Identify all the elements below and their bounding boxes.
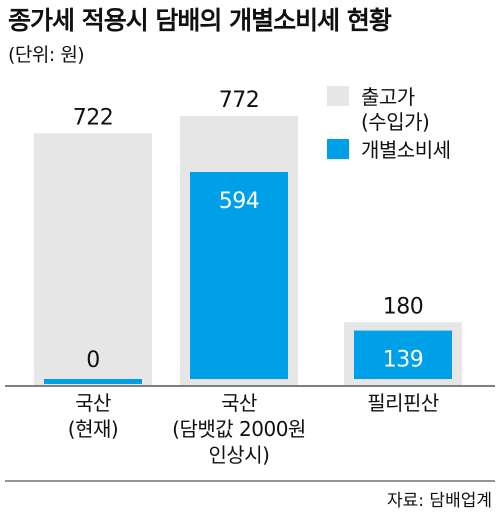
category-label: 필리핀산 bbox=[367, 391, 439, 415]
tax-value-label: 0 bbox=[86, 348, 100, 373]
category-label: 인상시) bbox=[208, 443, 269, 467]
legend-label: 개별소비세 bbox=[361, 138, 451, 162]
tax-bar bbox=[354, 330, 452, 379]
tax-bar-zero bbox=[44, 379, 142, 384]
category-label: (담뱃값 2000원 bbox=[172, 417, 306, 441]
category-label: 국산 bbox=[221, 391, 257, 415]
legend-swatch bbox=[327, 86, 349, 106]
tax-bar bbox=[190, 172, 288, 379]
tax-value-label: 139 bbox=[383, 348, 424, 373]
tax-value-label: 594 bbox=[219, 189, 260, 214]
total-bar bbox=[34, 133, 152, 385]
total-value-label: 180 bbox=[383, 294, 424, 319]
category-label: 국산 bbox=[75, 391, 111, 415]
legend-label: (수입가) bbox=[361, 110, 429, 134]
unit-label: (단위: 원) bbox=[8, 44, 85, 66]
category-label: (현재) bbox=[68, 417, 118, 441]
total-value-label: 772 bbox=[219, 88, 260, 113]
total-value-label: 722 bbox=[73, 105, 114, 130]
legend-label: 출고가 bbox=[361, 85, 415, 109]
chart-title: 종가세 적용시 담배의 개별소비세 현황 bbox=[8, 6, 392, 35]
legend-swatch bbox=[327, 139, 349, 159]
source-note: 자료: 담배업계 bbox=[387, 491, 492, 511]
